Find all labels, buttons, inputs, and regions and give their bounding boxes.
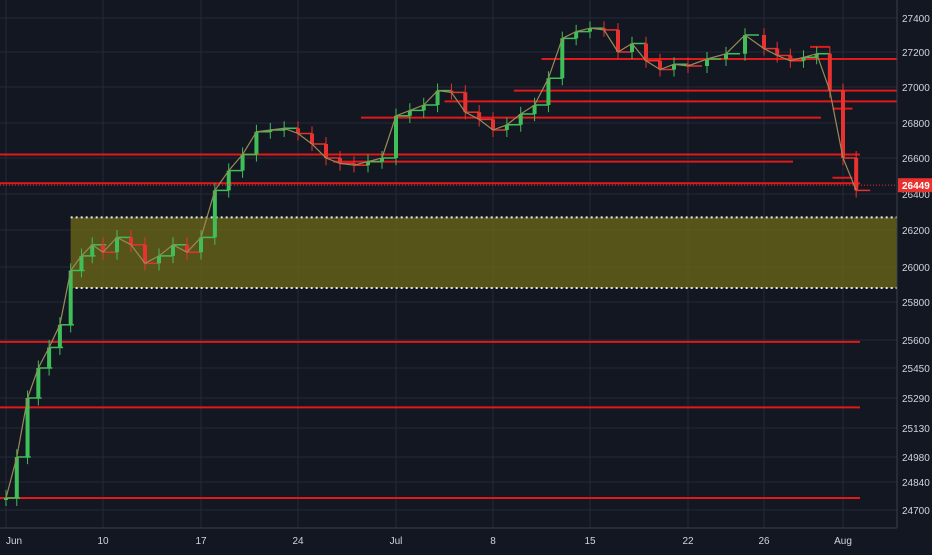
y-tick-label: 26400: [902, 190, 930, 201]
y-tick-label: 24840: [902, 478, 930, 489]
candle-body[interactable]: [4, 498, 8, 500]
x-tick-label: Aug: [834, 536, 852, 547]
candle-body[interactable]: [115, 237, 119, 253]
candle-body[interactable]: [672, 64, 676, 70]
candle-body[interactable]: [143, 244, 147, 264]
candle-body[interactable]: [532, 105, 537, 114]
current-price-tag: [898, 178, 932, 193]
candle-body[interactable]: [854, 158, 859, 191]
current-price-tag-label: 26449: [902, 181, 930, 192]
candle-body[interactable]: [254, 131, 259, 155]
candle-body[interactable]: [57, 324, 62, 348]
x-tick-label: 15: [584, 536, 596, 547]
candle-body[interactable]: [435, 90, 440, 105]
y-tick-label: 24700: [902, 506, 930, 517]
candle-body[interactable]: [380, 158, 384, 162]
candle-body[interactable]: [658, 60, 662, 70]
candle-body[interactable]: [560, 38, 565, 79]
y-tick-label: 26600: [902, 154, 930, 165]
candle-body[interactable]: [801, 57, 806, 61]
candle-body[interactable]: [25, 398, 30, 457]
candle-body[interactable]: [518, 114, 523, 125]
candle-body[interactable]: [212, 190, 217, 238]
candle-body[interactable]: [240, 154, 245, 171]
candle-body[interactable]: [705, 59, 709, 66]
candle-body[interactable]: [79, 255, 84, 271]
candle-body[interactable]: [199, 237, 203, 253]
x-tick-label: Jul: [390, 536, 403, 547]
candle-body[interactable]: [14, 457, 19, 498]
x-tick-label: 10: [97, 536, 109, 547]
y-tick-label: 25290: [902, 394, 930, 405]
candle-body[interactable]: [421, 105, 426, 111]
x-tick-label: 8: [490, 536, 496, 547]
candle-body[interactable]: [68, 270, 73, 325]
x-tick-label: 17: [195, 536, 207, 547]
candle-body[interactable]: [338, 158, 342, 164]
candle-body[interactable]: [827, 53, 832, 91]
candle-body[interactable]: [588, 28, 592, 32]
candle-body[interactable]: [546, 78, 551, 105]
y-tick-label: 25600: [902, 336, 930, 347]
candle-body[interactable]: [463, 92, 468, 113]
y-tick-label: 27000: [902, 83, 930, 94]
candle-body[interactable]: [477, 112, 482, 120]
candle-body[interactable]: [775, 48, 780, 56]
candle-body[interactable]: [36, 368, 41, 398]
y-tick-label: 25130: [902, 424, 930, 435]
candle-body[interactable]: [788, 55, 793, 61]
candle-body[interactable]: [282, 128, 287, 131]
candle-body[interactable]: [90, 244, 95, 256]
candle-body[interactable]: [491, 119, 495, 130]
y-tick-label: 27400: [902, 14, 930, 25]
candle-body[interactable]: [129, 237, 133, 245]
candle-body[interactable]: [185, 244, 189, 253]
candle-body[interactable]: [101, 244, 105, 253]
candle-body[interactable]: [310, 133, 314, 145]
candle-body[interactable]: [47, 347, 52, 368]
x-tick-label: Jun: [6, 536, 22, 547]
candle-body[interactable]: [762, 35, 766, 49]
y-tick-label: 25450: [902, 364, 930, 375]
candle-body[interactable]: [407, 110, 412, 116]
candle-body[interactable]: [630, 43, 634, 53]
candle-body[interactable]: [352, 163, 356, 166]
candle-body[interactable]: [157, 255, 161, 264]
x-tick-label: 22: [682, 536, 694, 547]
y-tick-label: 26800: [902, 119, 930, 130]
candle-body[interactable]: [814, 53, 819, 58]
trend-line-series[interactable]: [5, 27, 857, 499]
candle-body[interactable]: [644, 43, 648, 61]
candle-body[interactable]: [268, 130, 273, 132]
candle-body[interactable]: [366, 161, 370, 166]
candle-body[interactable]: [394, 115, 398, 158]
candle-body[interactable]: [724, 53, 728, 59]
candle-body[interactable]: [171, 244, 175, 256]
y-tick-label: 26200: [902, 226, 930, 237]
candle-body[interactable]: [296, 128, 300, 134]
candle-body[interactable]: [449, 90, 454, 93]
candle-body[interactable]: [226, 170, 231, 191]
candle-body[interactable]: [743, 35, 747, 54]
candle-body[interactable]: [504, 124, 509, 130]
y-tick-label: 27200: [902, 48, 930, 59]
y-tick-label: 25800: [902, 298, 930, 309]
y-tick-label: 24980: [902, 453, 930, 464]
candle-body[interactable]: [841, 90, 845, 158]
candle-body[interactable]: [574, 31, 579, 39]
x-tick-label: 24: [292, 536, 304, 547]
candle-body[interactable]: [324, 144, 328, 158]
y-tick-label: 26000: [902, 263, 930, 274]
x-tick-label: 26: [758, 536, 770, 547]
range-zone[interactable]: [70, 217, 897, 288]
candle-body[interactable]: [616, 29, 620, 52]
